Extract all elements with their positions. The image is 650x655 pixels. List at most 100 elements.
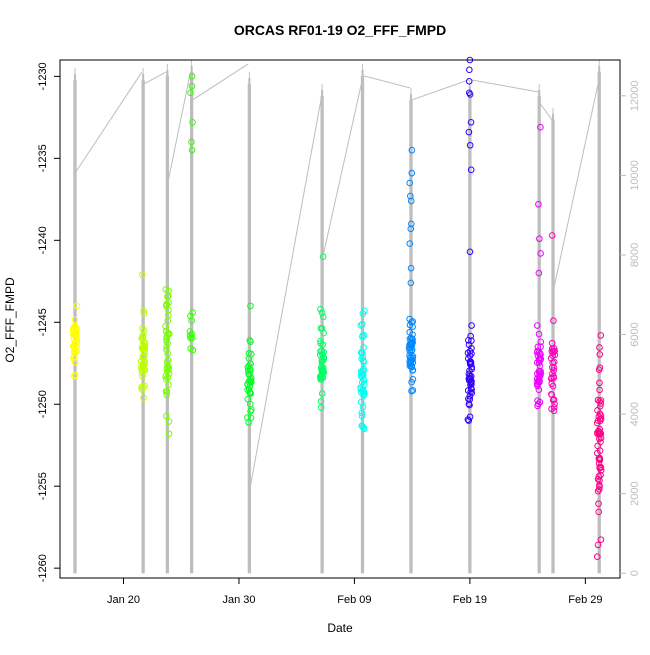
- data-point-flight-8: [465, 400, 473, 408]
- data-point-flight-1: [141, 344, 149, 352]
- data-point-flight-9: [536, 235, 543, 242]
- data-point-flight-8: [466, 141, 474, 149]
- data-point-flight-8: [466, 352, 474, 360]
- data-point-flight-6: [360, 331, 368, 339]
- data-points-layer: [69, 56, 605, 560]
- y2-tick-label: 12000: [629, 81, 641, 112]
- data-point-flight-8: [466, 248, 474, 256]
- data-point-flight-9: [536, 370, 543, 378]
- data-point-flight-3: [187, 312, 194, 320]
- data-point-flight-6: [357, 322, 365, 329]
- data-point-flight-1: [140, 327, 148, 335]
- data-point-flight-5: [317, 374, 324, 382]
- data-point-flight-7: [409, 366, 417, 374]
- data-point-flight-0: [70, 373, 78, 380]
- data-point-flight-2: [165, 418, 173, 425]
- data-point-flight-5: [318, 373, 326, 380]
- data-point-flight-2: [164, 293, 171, 300]
- data-point-flight-7: [408, 220, 415, 228]
- data-point-flight-9: [535, 386, 543, 394]
- data-point-flight-10: [549, 359, 557, 366]
- data-point-flight-4: [246, 400, 254, 408]
- data-point-flight-11: [595, 427, 602, 435]
- data-point-flight-2: [163, 388, 171, 395]
- data-point-flight-8: [465, 78, 473, 85]
- data-point-flight-3: [189, 118, 196, 126]
- data-point-flight-4: [247, 302, 254, 310]
- data-point-flight-1: [139, 333, 146, 340]
- data-point-flight-0: [71, 316, 79, 324]
- y2-tick-label: 2000: [629, 481, 641, 505]
- data-point-flight-4: [246, 389, 254, 397]
- data-point-flight-10: [551, 400, 558, 408]
- data-point-flight-10: [550, 347, 557, 355]
- data-point-flight-9: [537, 343, 544, 350]
- data-point-flight-7: [406, 321, 414, 329]
- data-point-flight-5: [319, 253, 327, 261]
- data-point-flight-1: [139, 373, 146, 380]
- data-point-flight-11: [596, 410, 604, 418]
- data-point-flight-6: [359, 350, 366, 357]
- data-point-flight-11: [595, 430, 603, 438]
- y-tick-label: -1235: [37, 144, 49, 172]
- data-point-flight-11: [594, 541, 602, 549]
- data-point-flight-11: [594, 475, 602, 483]
- data-point-flight-11: [595, 435, 603, 443]
- data-point-flight-7: [407, 359, 415, 367]
- data-point-flight-8: [466, 392, 474, 400]
- data-point-flight-5: [317, 305, 324, 313]
- data-point-flight-7: [407, 334, 415, 342]
- data-point-flight-8: [466, 396, 474, 403]
- y-tick-label: -1255: [37, 472, 49, 500]
- altitude-transit-4: [250, 99, 322, 486]
- x-tick-label: Jan 30: [222, 594, 255, 606]
- data-point-flight-5: [318, 324, 326, 332]
- data-point-flight-3: [186, 328, 194, 335]
- data-point-flight-5: [318, 309, 326, 317]
- altitude-transit-2: [168, 71, 191, 180]
- data-point-flight-9: [537, 351, 544, 358]
- data-point-flight-7: [408, 387, 415, 395]
- data-point-flight-2: [164, 329, 172, 337]
- data-point-flight-0: [73, 302, 81, 310]
- x-tick-label: Jan 20: [107, 594, 140, 606]
- data-point-flight-11: [594, 487, 602, 495]
- data-point-flight-11: [597, 417, 604, 425]
- data-point-flight-9: [535, 269, 543, 277]
- data-point-flight-10: [549, 396, 557, 404]
- data-point-flight-6: [358, 422, 366, 430]
- data-point-flight-11: [596, 455, 603, 463]
- data-point-flight-7: [409, 386, 417, 394]
- y-tick-label: -1260: [37, 554, 49, 582]
- data-point-flight-8: [468, 322, 475, 329]
- data-point-flight-10: [548, 339, 556, 347]
- data-point-flight-7: [409, 339, 416, 346]
- data-point-flight-1: [138, 383, 145, 391]
- altitude-transit-3: [192, 63, 249, 101]
- data-point-flight-10: [549, 370, 556, 378]
- altitude-transit-10: [553, 83, 599, 287]
- data-point-flight-6: [359, 370, 367, 377]
- altitude-transit-6: [363, 75, 410, 89]
- data-point-flight-8: [467, 381, 474, 389]
- data-point-flight-4: [244, 363, 252, 371]
- y-tick-label: -1245: [37, 308, 49, 336]
- data-point-flight-5: [317, 337, 324, 345]
- data-point-flight-10: [548, 405, 555, 413]
- data-point-flight-9: [534, 378, 541, 385]
- data-point-flight-5: [320, 348, 327, 356]
- data-point-flight-9: [534, 380, 542, 388]
- data-point-flight-11: [594, 396, 602, 404]
- data-point-flight-11: [595, 473, 603, 480]
- altitude-transit-1: [144, 71, 167, 85]
- data-point-flight-2: [162, 375, 170, 383]
- data-point-flight-5: [318, 347, 326, 354]
- data-point-flight-10: [549, 352, 556, 359]
- data-point-flight-11: [596, 463, 604, 471]
- data-point-flight-2: [163, 391, 170, 399]
- data-point-flight-6: [357, 398, 365, 406]
- data-point-flight-5: [318, 366, 326, 373]
- data-point-flight-0: [70, 326, 78, 333]
- data-point-flight-8: [466, 348, 474, 355]
- data-point-flight-2: [165, 330, 173, 338]
